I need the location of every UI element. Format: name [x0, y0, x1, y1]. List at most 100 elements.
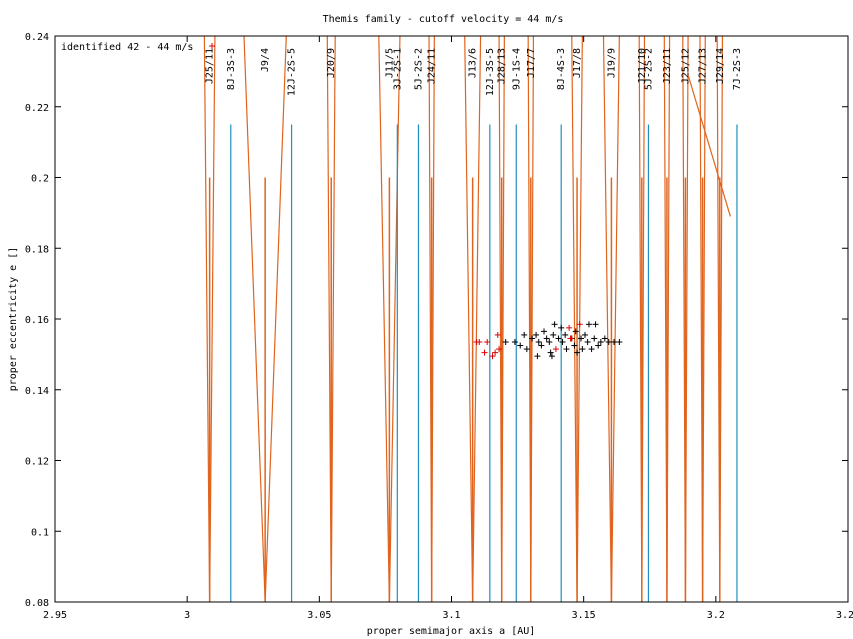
data-point — [578, 335, 585, 342]
resonance-19: J23/11 — [662, 35, 673, 603]
data-point — [529, 335, 536, 342]
legend-label: identified 42 - 44 m/s — [61, 42, 193, 53]
data-point — [574, 349, 581, 356]
data-point — [484, 338, 491, 345]
resonance-11: J28/13 — [497, 35, 508, 603]
data-point — [581, 331, 588, 338]
resonance-22: J29/14 — [715, 35, 726, 603]
resonance-15: J17/8 — [571, 35, 583, 603]
resonance-label: J25/11 — [205, 48, 216, 84]
data-point — [551, 321, 558, 328]
x-tick-label: 3.15 — [572, 610, 596, 621]
resonance-label: 8J-4S-3 — [556, 48, 567, 90]
resonance-1: 8J-3S-3 — [226, 48, 237, 602]
y-axis-ticks: 0.08 0.1 0.12 0.14 0.16 0.18 0.2 0.22 0.24 — [25, 32, 848, 609]
data-point — [546, 338, 553, 345]
plot-area: J25/11 8J-3S-3 J9/4 12J-2S-5 J20/9 J11/53J-2S… — [203, 35, 743, 603]
data-point — [585, 321, 592, 328]
legend-marker — [209, 43, 215, 49]
x-tick-label: 3 — [184, 610, 190, 621]
series-identified — [473, 321, 583, 360]
resonance-label: 5J-2S-2 — [413, 48, 424, 90]
resonance-label: J20/9 — [326, 48, 337, 78]
resonance-label: J19/9 — [606, 48, 617, 78]
y-tick-label: 0.14 — [25, 386, 49, 397]
resonance-label: J23/11 — [662, 48, 673, 84]
series-members — [502, 321, 623, 360]
resonance-12: 9J-1S-4 — [511, 48, 522, 602]
resonance-0: J25/11 — [203, 35, 216, 603]
resonance-label: 3J-2S-1 — [392, 48, 403, 90]
data-point — [616, 338, 623, 345]
resonance-label: J25/12 — [680, 48, 691, 84]
data-point — [538, 342, 545, 349]
resonance-label: 9J-1S-4 — [511, 48, 522, 90]
resonance-label: 8J-3S-3 — [226, 48, 237, 90]
data-point — [579, 346, 586, 353]
legend-point — [209, 43, 215, 49]
data-point — [611, 338, 618, 345]
y-tick-label: 0.16 — [25, 315, 49, 326]
legend: identified 42 - 44 m/s — [61, 42, 215, 53]
y-tick-label: 0.08 — [25, 598, 49, 609]
data-point — [584, 338, 591, 345]
resonance-label: J28/13 — [497, 48, 508, 84]
data-point — [489, 353, 496, 360]
x-tick-label: 3.05 — [307, 610, 331, 621]
chart-title: Themis family - cutoff velocity = 44 m/s — [323, 14, 564, 25]
data-point — [481, 349, 488, 356]
x-tick-label: 3.25 — [836, 610, 853, 621]
data-point — [534, 353, 541, 360]
x-tick-label: 3.1 — [442, 610, 460, 621]
data-point — [592, 321, 599, 328]
data-point — [601, 335, 608, 342]
y-tick-label: 0.2 — [31, 174, 49, 185]
data-point — [494, 331, 501, 338]
data-point — [550, 331, 557, 338]
data-point — [595, 342, 602, 349]
x-axis-ticks: 2.95 3 3.05 3.1 3.15 3.2 3.25 — [43, 36, 853, 621]
resonance-20: J25/12 — [680, 35, 691, 603]
resonance-label: J21/10 — [637, 48, 648, 84]
data-point — [496, 346, 503, 353]
resonance-label: J13/6 — [468, 48, 479, 78]
data-point — [552, 346, 559, 353]
resonance-label: J24/11 — [427, 48, 438, 84]
data-point — [571, 342, 578, 349]
resonance-label: J29/14 — [715, 48, 726, 84]
data-point — [597, 338, 604, 345]
resonance-label: 5J-2S-2 — [643, 48, 654, 90]
y-tick-label: 0.18 — [25, 244, 49, 255]
resonance-8: J24/11 — [427, 35, 438, 603]
data-point — [562, 331, 569, 338]
resonance-21: J27/13 — [698, 35, 709, 603]
data-point — [523, 346, 530, 353]
data-point — [548, 353, 555, 360]
resonance-16: J19/9 — [602, 35, 620, 603]
resonance-label: J17/8 — [572, 48, 583, 78]
plot-frame — [54, 35, 849, 603]
resonance-label: 12J-3S-5 — [485, 48, 496, 96]
data-point — [492, 349, 499, 356]
data-point — [517, 342, 524, 349]
y-tick-label: 0.22 — [25, 103, 49, 114]
data-point — [541, 328, 548, 335]
resonance-23: 7J-2S-3 — [732, 48, 743, 602]
resonance-13: J17/7 — [526, 35, 537, 603]
data-point — [543, 335, 550, 342]
data-point — [547, 349, 554, 356]
x-tick-label: 3.2 — [707, 610, 725, 621]
data-point — [559, 338, 566, 345]
slanted-resonance-line — [687, 74, 731, 217]
resonance-label: 12J-2S-5 — [287, 48, 298, 96]
data-point — [558, 324, 565, 331]
data-point — [535, 338, 542, 345]
y-tick-label: 0.1 — [31, 527, 49, 538]
resonance-3: 12J-2S-5 — [287, 48, 298, 602]
y-tick-label: 0.12 — [25, 457, 49, 468]
data-point — [591, 335, 598, 342]
data-point — [605, 338, 612, 345]
data-point — [511, 338, 518, 345]
resonance-label: 7J-2S-3 — [732, 48, 743, 90]
